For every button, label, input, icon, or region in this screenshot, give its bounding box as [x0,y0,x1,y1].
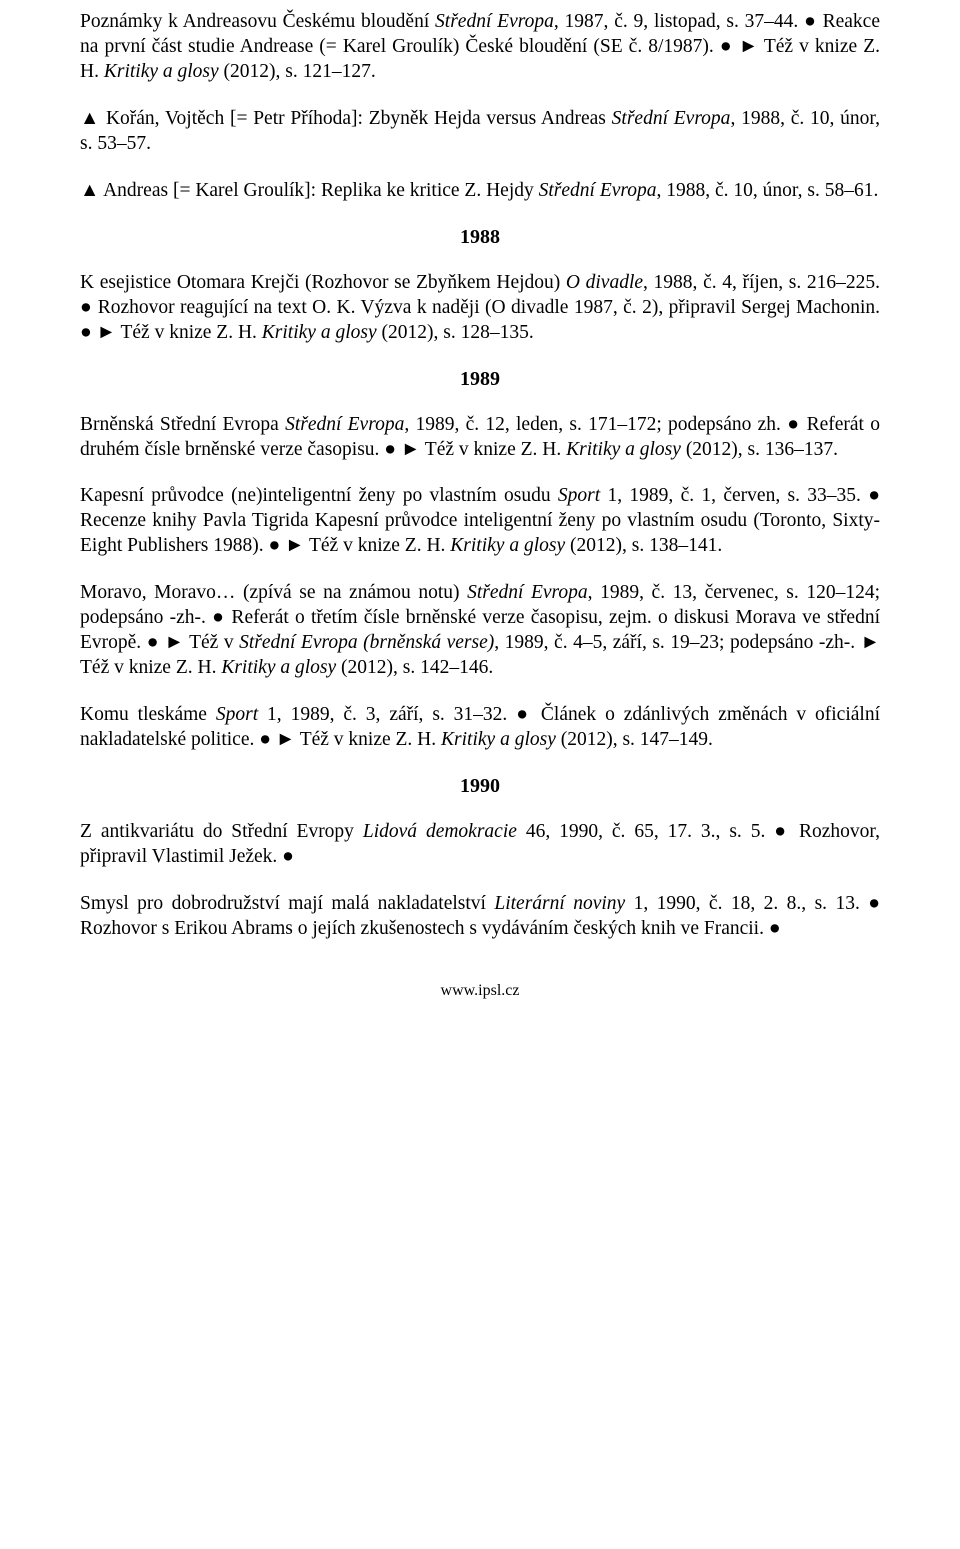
bibliography-entry: K esejistice Otomara Krejči (Rozhovor se… [80,271,880,346]
footer-text: www.ipsl.cz [80,982,880,1000]
bibliography-entry: ▲ Kořán, Vojtěch [= Petr Příhoda]: Zbyně… [80,107,880,157]
bibliography-entry: Poznámky k Andreasovu Českému bloudění S… [80,10,880,85]
bibliography-entry: Komu tleskáme Sport 1, 1989, č. 3, září,… [80,703,880,753]
bibliography-entry: Brněnská Střední Evropa Střední Evropa, … [80,413,880,463]
year-heading: 1989 [80,368,880,391]
year-heading: 1990 [80,775,880,798]
bibliography-entry: Z antikvariátu do Střední Evropy Lidová … [80,820,880,870]
bibliography-entry: Moravo, Moravo… (zpívá se na známou notu… [80,581,880,681]
bibliography-entry: ▲ Andreas [= Karel Groulík]: Replika ke … [80,179,880,204]
bibliography-entry: Smysl pro dobrodružství mají malá naklad… [80,892,880,942]
year-heading: 1988 [80,226,880,249]
bibliography-entry: Kapesní průvodce (ne)inteligentní ženy p… [80,484,880,559]
entries-container: Poznámky k Andreasovu Českému bloudění S… [80,10,880,942]
page-content: Poznámky k Andreasovu Českému bloudění S… [0,0,960,1030]
